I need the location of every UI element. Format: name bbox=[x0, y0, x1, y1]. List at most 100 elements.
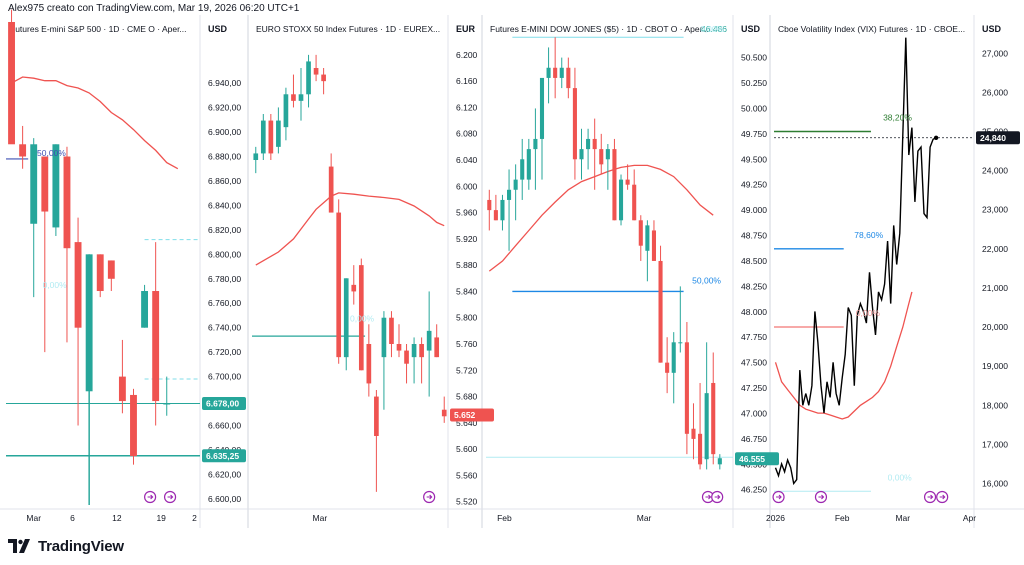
y-tick-label: 5.560 bbox=[456, 470, 478, 480]
fib-level-label: 0,00% bbox=[700, 24, 725, 34]
candle-body bbox=[592, 138, 597, 150]
chart-title: Futures E-mini S&P 500 · 1D · CME O · Ap… bbox=[10, 24, 187, 34]
candle-body bbox=[141, 291, 149, 328]
x-tick-label: 19 bbox=[156, 513, 166, 523]
y-tick-label: 5.840 bbox=[456, 286, 478, 296]
candle-body bbox=[260, 120, 266, 154]
candle-body bbox=[351, 284, 357, 292]
candle-body bbox=[539, 77, 545, 139]
y-tick-label: 47.500 bbox=[741, 358, 767, 368]
y-tick-label: 49.250 bbox=[741, 180, 767, 190]
tradingview-wordmark: TradingView bbox=[38, 537, 124, 555]
candle-body bbox=[63, 156, 71, 249]
candle-body bbox=[411, 344, 417, 358]
y-tick-label: 6.620,00 bbox=[208, 469, 241, 479]
y-tick-label: 46.250 bbox=[741, 485, 767, 495]
y-tick-label: 5.760 bbox=[456, 339, 478, 349]
y-tick-label: 5.880 bbox=[456, 260, 478, 270]
candle-body bbox=[283, 94, 289, 128]
y-tick-label: 47.750 bbox=[741, 332, 767, 342]
moving-average-line bbox=[255, 192, 445, 266]
x-tick-label: Mar bbox=[313, 513, 328, 523]
price-tag-label: 24,840 bbox=[980, 133, 1006, 143]
price-line bbox=[774, 37, 937, 486]
y-tick-label: 49.500 bbox=[741, 154, 767, 164]
y-tick-label: 46.750 bbox=[741, 434, 767, 444]
tradingview-logo[interactable]: TradingView bbox=[8, 535, 124, 557]
fib-level-label: 50,00% bbox=[37, 148, 66, 158]
x-tick-label: 12 bbox=[112, 513, 122, 523]
y-tick-label: 49.000 bbox=[741, 205, 767, 215]
panel-3: Futures E-MINI DOW JONES ($5) · 1D · CBO… bbox=[486, 15, 779, 528]
y-tick-label: 23,000 bbox=[982, 205, 1008, 215]
y-tick-label: 47.000 bbox=[741, 408, 767, 418]
tradingview-logo-icon bbox=[8, 539, 30, 553]
y-tick-label: 6.760,00 bbox=[208, 298, 241, 308]
y-tick-label: 49.750 bbox=[741, 129, 767, 139]
candle-body bbox=[533, 138, 538, 150]
candle-body bbox=[152, 291, 160, 402]
x-tick-label: 6 bbox=[70, 513, 75, 523]
event-arrow-glyph bbox=[147, 494, 154, 500]
y-tick-label: 6.820,00 bbox=[208, 225, 241, 235]
chart-title: Cboe Volatility Index (VIX) Futures · 1D… bbox=[778, 24, 965, 34]
event-arrow-glyph bbox=[714, 494, 721, 500]
y-tick-label: 21,000 bbox=[982, 283, 1008, 293]
y-tick-label: 22,000 bbox=[982, 244, 1008, 254]
y-tick-label: 6.080 bbox=[456, 129, 478, 139]
event-arrow-glyph bbox=[939, 494, 946, 500]
candle-body bbox=[671, 342, 676, 373]
y-tick-label: 6.860,00 bbox=[208, 176, 241, 186]
fib-level-label: 0,00% bbox=[888, 472, 913, 482]
event-arrow-glyph bbox=[167, 494, 174, 500]
y-tick-label: 6.880,00 bbox=[208, 152, 241, 162]
y-tick-label: 6.660,00 bbox=[208, 421, 241, 431]
moving-average-line bbox=[11, 76, 179, 170]
candle-body bbox=[85, 254, 93, 392]
y-tick-label: 6.940,00 bbox=[208, 78, 241, 88]
candle-body bbox=[579, 149, 584, 160]
y-tick-label: 5.960 bbox=[456, 208, 478, 218]
y-tick-label: 6.800,00 bbox=[208, 249, 241, 259]
y-tick-label: 19,000 bbox=[982, 361, 1008, 371]
candle-body bbox=[336, 212, 342, 358]
candle-body bbox=[493, 210, 498, 221]
candle-body bbox=[586, 138, 591, 150]
x-tick-label: Feb bbox=[497, 513, 512, 523]
price-tag-label: 5.652 bbox=[454, 410, 476, 420]
candle-body bbox=[321, 74, 326, 82]
candle-body bbox=[419, 344, 424, 358]
y-tick-label: 5.800 bbox=[456, 313, 478, 323]
y-tick-label: 50.000 bbox=[741, 103, 767, 113]
x-tick-label: Mar bbox=[637, 513, 652, 523]
candle-body bbox=[41, 156, 49, 212]
fib-level-label: 0,00% bbox=[350, 313, 375, 323]
y-tick-label: 48.500 bbox=[741, 256, 767, 266]
price-tag bbox=[450, 408, 494, 422]
candle-body bbox=[96, 254, 104, 292]
price-tag bbox=[202, 449, 246, 463]
x-tick-label: Feb bbox=[835, 513, 850, 523]
candle-body bbox=[678, 342, 683, 344]
candle-body bbox=[30, 144, 38, 224]
candle-body bbox=[306, 61, 311, 95]
candle-body bbox=[19, 144, 27, 157]
y-tick-label: 26,000 bbox=[982, 87, 1008, 97]
y-tick-label: 6.840,00 bbox=[208, 200, 241, 210]
header-caption: Alex975 creato con TradingView.com, Mar … bbox=[8, 3, 300, 14]
y-tick-label: 6.780,00 bbox=[208, 274, 241, 284]
currency-label: USD bbox=[982, 24, 1002, 34]
moving-average-line bbox=[774, 291, 913, 420]
candle-body bbox=[658, 260, 663, 363]
y-tick-label: 16,000 bbox=[982, 478, 1008, 488]
y-tick-label: 24,000 bbox=[982, 166, 1008, 176]
x-tick-label: 2026 bbox=[766, 513, 785, 523]
candle-body bbox=[638, 220, 643, 246]
candle-body bbox=[711, 382, 716, 455]
candle-body bbox=[52, 144, 60, 228]
candle-body bbox=[426, 330, 432, 351]
y-tick-label: 6.900,00 bbox=[208, 127, 241, 137]
price-tag-label: 6.635,25 bbox=[206, 451, 239, 461]
chart-title: Futures E-MINI DOW JONES ($5) · 1D · CBO… bbox=[490, 24, 709, 34]
candle-body bbox=[374, 396, 379, 436]
